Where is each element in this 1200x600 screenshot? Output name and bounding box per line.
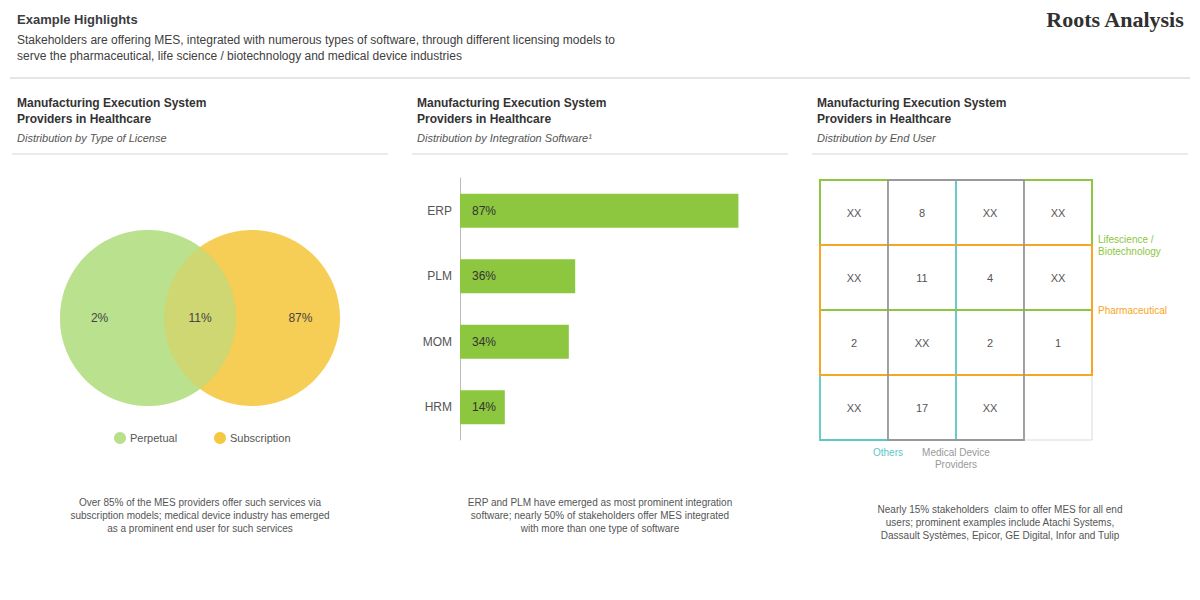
svg-text:ERP: ERP xyxy=(427,204,452,218)
svg-text:Manufacturing Execution System: Manufacturing Execution System xyxy=(417,96,606,110)
svg-text:Roots Analysis: Roots Analysis xyxy=(1046,7,1184,32)
svg-text:2: 2 xyxy=(851,337,857,349)
svg-text:Biotechnology: Biotechnology xyxy=(1098,246,1161,257)
svg-text:Nearly 15% stakeholders claim: Nearly 15% stakeholders claim to offer M… xyxy=(878,504,1123,515)
svg-text:Providers in Healthcare: Providers in Healthcare xyxy=(417,112,551,126)
svg-text:Manufacturing Execution System: Manufacturing Execution System xyxy=(17,96,206,110)
svg-text:Pharmaceutical: Pharmaceutical xyxy=(1098,305,1167,316)
svg-text:XX: XX xyxy=(1051,272,1066,284)
svg-text:Distribution by Type of Licens: Distribution by Type of License xyxy=(17,132,167,144)
svg-text:MOM: MOM xyxy=(423,335,452,349)
svg-text:HRM: HRM xyxy=(425,400,452,414)
svg-text:Manufacturing Execution System: Manufacturing Execution System xyxy=(817,96,1006,110)
svg-text:XX: XX xyxy=(915,337,930,349)
svg-text:XX: XX xyxy=(983,207,998,219)
svg-text:1: 1 xyxy=(1055,337,1061,349)
svg-text:4: 4 xyxy=(987,272,993,284)
svg-text:87%: 87% xyxy=(472,204,496,218)
svg-text:XX: XX xyxy=(847,207,862,219)
svg-text:11: 11 xyxy=(916,272,927,284)
svg-text:XX: XX xyxy=(847,402,862,414)
svg-text:Perpetual: Perpetual xyxy=(130,432,177,444)
svg-text:14%: 14% xyxy=(472,400,496,414)
svg-text:Distribution by End User: Distribution by End User xyxy=(817,132,937,144)
svg-text:with more than one type of sof: with more than one type of software xyxy=(520,523,680,534)
svg-text:XX: XX xyxy=(983,402,998,414)
svg-text:ERP and PLM have emerged as mo: ERP and PLM have emerged as most promine… xyxy=(468,497,732,508)
svg-text:subscription models; medical d: subscription models; medical device indu… xyxy=(70,510,329,521)
svg-text:Stakeholders are offering MES,: Stakeholders are offering MES, integrate… xyxy=(17,33,615,47)
svg-text:17: 17 xyxy=(916,402,928,414)
svg-text:software; nearly 50% of stakeh: software; nearly 50% of stakeholders off… xyxy=(471,510,729,521)
svg-text:2: 2 xyxy=(987,337,993,349)
svg-text:Subscription: Subscription xyxy=(230,432,291,444)
svg-text:34%: 34% xyxy=(472,335,496,349)
svg-text:PLM: PLM xyxy=(427,269,452,283)
svg-text:Providers: Providers xyxy=(935,459,977,470)
svg-text:Providers in Healthcare: Providers in Healthcare xyxy=(817,112,951,126)
svg-text:8: 8 xyxy=(919,207,925,219)
svg-text:36%: 36% xyxy=(472,269,496,283)
svg-text:Lifescience /: Lifescience / xyxy=(1098,234,1154,245)
svg-text:Others: Others xyxy=(873,447,903,458)
svg-text:XX: XX xyxy=(847,272,862,284)
svg-text:Distribution by Integration So: Distribution by Integration Software¹ xyxy=(417,132,592,144)
svg-text:Example Highlights: Example Highlights xyxy=(17,12,138,27)
svg-text:XX: XX xyxy=(1051,207,1066,219)
svg-text:2%: 2% xyxy=(91,311,109,325)
svg-text:serve the pharmaceutical, life: serve the pharmaceutical, life science /… xyxy=(17,49,462,63)
svg-text:Medical Device: Medical Device xyxy=(922,447,990,458)
svg-text:87%: 87% xyxy=(288,311,312,325)
svg-text:as a prominent end user for su: as a prominent end user for such service… xyxy=(107,523,293,534)
svg-text:Over 85% of the MES providers: Over 85% of the MES providers offer such… xyxy=(79,497,322,508)
svg-text:Providers in Healthcare: Providers in Healthcare xyxy=(17,112,151,126)
svg-text:Dassault Systèmes, Epicor, GE: Dassault Systèmes, Epicor, GE Digital, I… xyxy=(881,530,1120,541)
svg-text:11%: 11% xyxy=(188,311,211,325)
svg-text:users; prominent examples incl: users; prominent examples include Atachi… xyxy=(886,517,1114,528)
